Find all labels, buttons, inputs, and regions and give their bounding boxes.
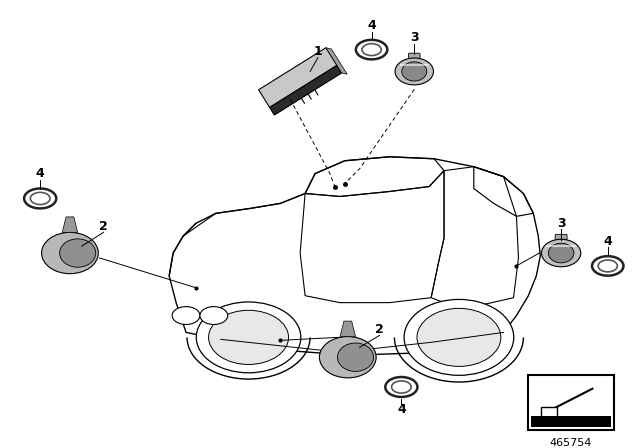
Polygon shape	[62, 217, 77, 233]
Ellipse shape	[60, 239, 96, 267]
Polygon shape	[269, 65, 342, 115]
Text: 4: 4	[397, 403, 406, 416]
Polygon shape	[326, 47, 347, 74]
Ellipse shape	[196, 302, 301, 373]
Polygon shape	[340, 321, 356, 336]
Ellipse shape	[24, 189, 56, 208]
Ellipse shape	[42, 233, 99, 274]
Ellipse shape	[541, 239, 580, 267]
Text: 2: 2	[99, 220, 108, 233]
Ellipse shape	[548, 243, 574, 263]
Bar	[541, 407, 557, 418]
Text: 1: 1	[314, 45, 323, 58]
Text: 4: 4	[604, 235, 612, 248]
Ellipse shape	[200, 306, 228, 324]
Ellipse shape	[337, 343, 374, 371]
FancyBboxPatch shape	[408, 53, 420, 67]
Ellipse shape	[356, 40, 387, 59]
Text: 465754: 465754	[550, 438, 592, 448]
Ellipse shape	[392, 381, 411, 393]
Ellipse shape	[172, 306, 200, 324]
Ellipse shape	[319, 336, 376, 378]
Text: 4: 4	[36, 167, 45, 180]
Text: 3: 3	[557, 217, 565, 230]
Ellipse shape	[402, 62, 427, 81]
Text: 3: 3	[410, 31, 419, 44]
Ellipse shape	[404, 299, 514, 375]
Ellipse shape	[592, 256, 623, 276]
Ellipse shape	[598, 260, 618, 272]
Ellipse shape	[417, 308, 501, 366]
Polygon shape	[259, 47, 337, 108]
Ellipse shape	[30, 192, 50, 205]
Ellipse shape	[385, 377, 417, 397]
Bar	[529, 375, 614, 430]
FancyBboxPatch shape	[556, 234, 567, 248]
Text: 2: 2	[375, 323, 384, 336]
Ellipse shape	[395, 58, 433, 85]
Bar	[531, 416, 611, 426]
Ellipse shape	[362, 43, 381, 56]
Ellipse shape	[209, 310, 289, 365]
Text: 4: 4	[367, 19, 376, 32]
